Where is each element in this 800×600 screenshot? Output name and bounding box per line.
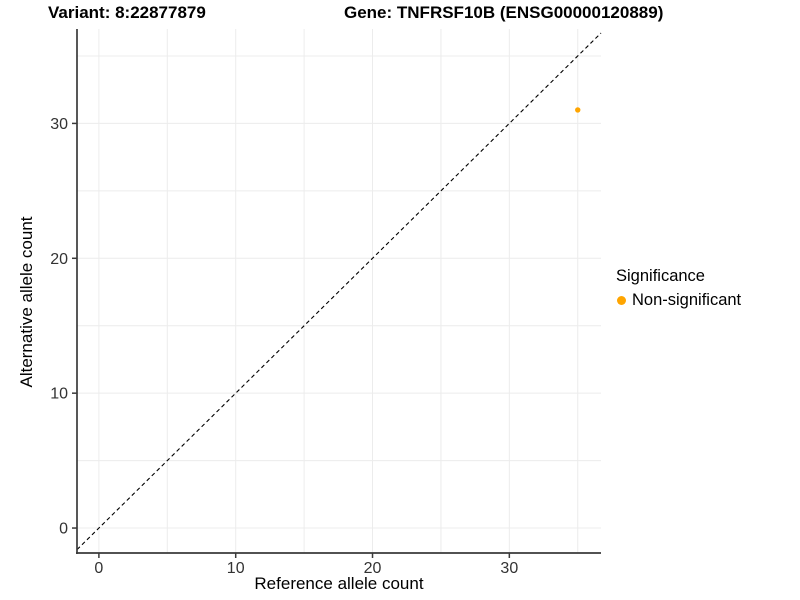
legend-title: Significance	[616, 267, 705, 285]
data-point	[575, 107, 581, 113]
x-tick-label: 30	[500, 560, 518, 577]
legend-point-icon	[617, 296, 626, 305]
y-tick-label: 10	[50, 386, 68, 403]
y-tick-label: 30	[50, 116, 68, 133]
x-tick-label: 10	[227, 560, 245, 577]
x-axis-label: Reference allele count	[254, 574, 424, 593]
y-tick-label: 0	[59, 521, 68, 538]
legend-item-label: Non-significant	[632, 291, 742, 309]
variant-title: Variant: 8:22877879	[48, 3, 206, 22]
identity-reference-line	[76, 32, 602, 551]
legend: Significance Non-significant	[616, 267, 741, 309]
y-axis-label: Alternative allele count	[17, 216, 36, 388]
y-tick-label: 20	[50, 251, 68, 268]
gene-title: Gene: TNFRSF10B (ENSG00000120889)	[344, 3, 664, 22]
x-tick-label: 20	[364, 560, 382, 577]
legend-item-non-significant: Non-significant	[616, 292, 741, 309]
x-tick-label: 0	[94, 560, 103, 577]
